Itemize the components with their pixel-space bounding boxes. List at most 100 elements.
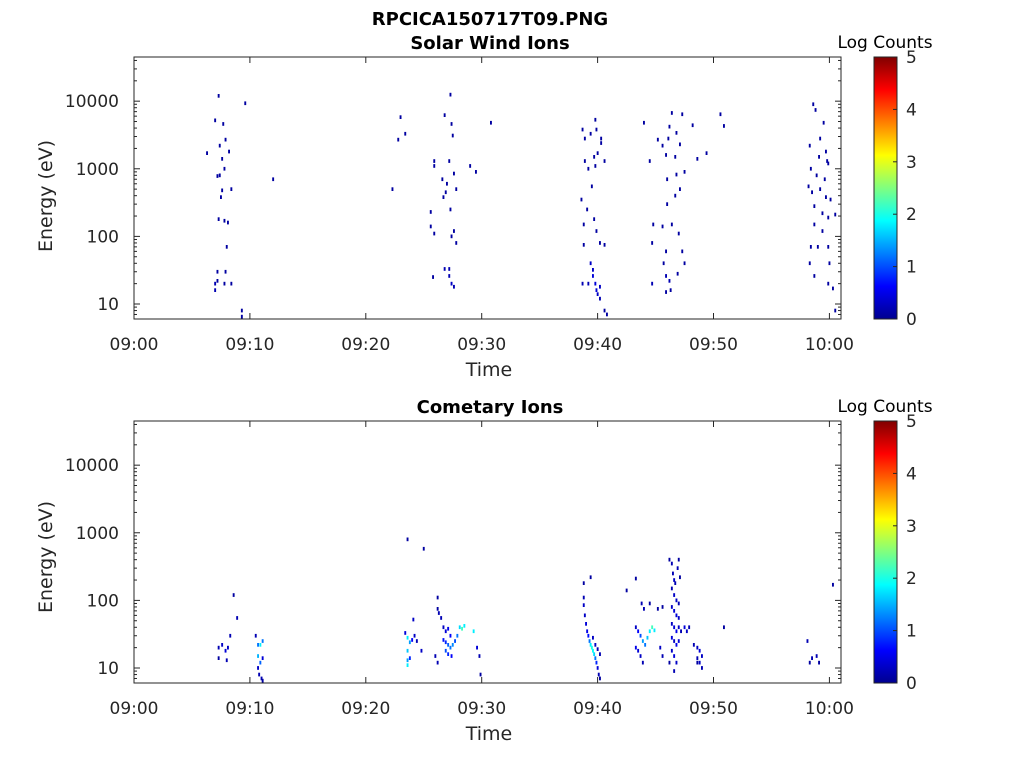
heatmap-cell xyxy=(592,635,594,640)
heatmap-cell xyxy=(596,666,599,670)
heatmap-cell xyxy=(637,648,640,653)
y-tick-label: 10000 xyxy=(65,456,119,476)
heatmap-cell xyxy=(639,654,642,658)
heatmap-cell xyxy=(675,629,678,634)
heatmap-cell xyxy=(826,159,829,163)
colorbar-tick-label: 1 xyxy=(906,622,917,642)
x-tick-label: 09:50 xyxy=(689,335,738,355)
heatmap-cell xyxy=(408,640,411,645)
heatmap-cell xyxy=(583,159,586,163)
heatmap-cell xyxy=(406,663,409,667)
heatmap-cell xyxy=(221,188,224,193)
heatmap-cell xyxy=(444,629,447,634)
heatmap-cell xyxy=(446,181,448,186)
heatmap-cell xyxy=(595,660,598,665)
y-tick-label: 10000 xyxy=(65,92,119,112)
heatmap-cell xyxy=(640,601,643,606)
heatmap-cell xyxy=(472,629,475,634)
heatmap-cell xyxy=(634,645,637,650)
y-tick-label: 10 xyxy=(97,659,119,679)
heatmap-cell xyxy=(827,161,830,166)
heatmap-cell xyxy=(589,643,592,647)
heatmap-cell xyxy=(594,164,597,168)
heatmap-cell xyxy=(811,190,813,195)
heatmap-cell xyxy=(668,660,671,665)
heatmap-cell xyxy=(603,308,606,313)
heatmap-cell xyxy=(406,658,409,663)
heatmap-cell xyxy=(436,595,439,600)
heatmap-cell xyxy=(670,586,673,591)
heatmap-cell xyxy=(634,625,637,630)
heatmap-cell xyxy=(587,166,590,171)
heatmap-cell xyxy=(244,101,247,106)
heatmap-cell xyxy=(812,102,815,107)
x-tick-label: 09:10 xyxy=(225,335,274,355)
x-tick-label: 09:40 xyxy=(573,699,622,719)
heatmap-cell xyxy=(667,136,670,141)
x-axis: 09:00 09:10 09:20 09:30 09:40 09:50 10:00 xyxy=(110,421,854,719)
heatmap-cell xyxy=(688,625,691,630)
heatmap-cell xyxy=(227,220,229,225)
heatmap-cell xyxy=(441,177,444,182)
heatmap-cell xyxy=(834,212,837,217)
heatmap-cell xyxy=(815,173,818,178)
heatmap-cell xyxy=(592,268,594,272)
heatmap-cell xyxy=(436,660,439,665)
heatmap-cell xyxy=(240,314,243,319)
heatmap-cell xyxy=(656,137,659,142)
heatmap-cell xyxy=(404,131,407,136)
heatmap-cell xyxy=(705,151,708,155)
heatmap-cell xyxy=(639,633,642,638)
heatmap-cell xyxy=(429,210,432,214)
heatmap-cell xyxy=(447,643,450,647)
y-tick-label: 1000 xyxy=(76,160,119,180)
heatmap-cell xyxy=(821,211,824,216)
heatmap-cell xyxy=(214,288,217,292)
heatmap-cell xyxy=(662,261,665,266)
heatmap-cell xyxy=(448,274,451,278)
heatmap-cell xyxy=(683,261,686,266)
heatmap-cell xyxy=(236,616,239,620)
heatmap-cell xyxy=(829,197,832,202)
heatmap-cell xyxy=(644,643,647,647)
heatmap-cell xyxy=(668,124,671,129)
heatmap-cell xyxy=(661,224,664,229)
heatmap-cell xyxy=(648,159,651,163)
heatmap-cell xyxy=(596,151,599,155)
heatmap-cell xyxy=(651,241,654,245)
x-tick-label: 10:00 xyxy=(805,699,854,719)
heatmap-cell xyxy=(588,639,591,643)
heatmap-cell xyxy=(214,281,217,286)
heatmap-cell xyxy=(677,231,680,236)
heatmap-cell xyxy=(225,245,228,249)
heatmap-cell xyxy=(677,557,680,562)
heatmap-cell xyxy=(479,672,482,677)
x-axis-label: Time xyxy=(465,723,513,745)
heatmap-cell xyxy=(221,157,224,161)
heatmap-cell xyxy=(595,229,598,233)
heatmap-cell xyxy=(818,155,820,159)
heatmap-cell xyxy=(451,133,454,138)
heatmap-cell xyxy=(589,131,592,136)
heatmap-cell xyxy=(827,245,830,249)
heatmap-cell xyxy=(223,218,226,223)
cometary-panel: Cometary Ions 09:00 09:10 09:20 09:30 09:40 0… xyxy=(35,397,933,745)
heatmap-cell xyxy=(676,566,679,570)
heatmap-cell xyxy=(665,153,667,157)
heatmap-cell xyxy=(449,207,452,212)
heatmap-cell xyxy=(668,279,671,283)
heatmap-cell xyxy=(218,143,221,148)
heatmap-cell xyxy=(599,241,601,245)
heatmap-cell xyxy=(582,222,585,227)
heatmap-cell xyxy=(656,607,659,611)
heatmap-cell xyxy=(641,660,644,665)
heatmap-cell xyxy=(641,639,644,643)
heatmap-cell xyxy=(592,648,594,653)
panel-title: Cometary Ions xyxy=(417,397,564,418)
heatmap-cell xyxy=(594,117,597,122)
heatmap-cell xyxy=(701,666,703,670)
heatmap-cell xyxy=(814,108,817,112)
heatmap-cell xyxy=(825,195,827,199)
heatmap-cell xyxy=(808,143,811,148)
heatmap-cell xyxy=(223,166,226,171)
